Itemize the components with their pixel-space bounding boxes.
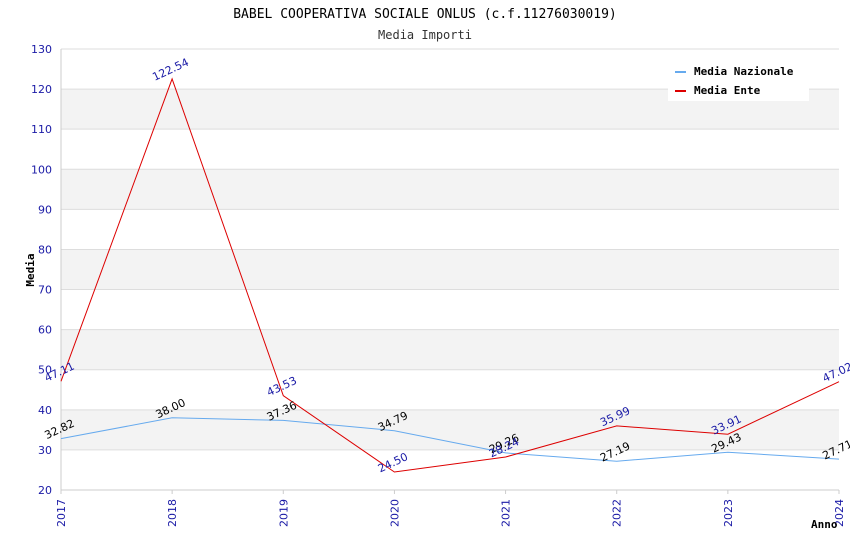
plot-band	[61, 329, 839, 370]
y-tick-label: 40	[38, 404, 52, 417]
x-axis-label: Anno	[811, 518, 838, 531]
x-tick-label: 2020	[388, 499, 401, 527]
y-tick-label: 120	[31, 83, 52, 96]
x-tick-label: 2018	[166, 499, 179, 527]
x-tick-label: 2021	[500, 499, 513, 527]
x-tick-label: 2023	[722, 499, 735, 527]
plot-band	[61, 169, 839, 210]
legend-label: Media Ente	[694, 84, 761, 97]
series-line-media-nazionale	[60, 417, 840, 462]
x-tick-label: 2017	[55, 499, 68, 527]
series-line-media-ente	[60, 77, 840, 473]
x-tick-label: 2022	[611, 499, 624, 527]
plot-band	[61, 129, 839, 170]
plot-band	[61, 369, 839, 410]
axes	[60, 49, 839, 491]
plot-band	[61, 409, 839, 450]
chart-title: BABEL COOPERATIVA SOCIALE ONLUS (c.f.112…	[233, 7, 617, 22]
chart-subtitle: Media Importi	[378, 28, 472, 42]
y-tick-label: 60	[38, 324, 52, 337]
plot-band	[61, 209, 839, 250]
legend-label: Media Nazionale	[694, 65, 794, 78]
x-axis-ticks: 2017 2018 2019 2020 2021 2022 2023 2024	[55, 490, 846, 527]
x-tick-label: 2019	[277, 499, 290, 527]
y-tick-label: 20	[38, 484, 52, 497]
plot-band	[61, 449, 839, 490]
plot-background	[61, 49, 839, 490]
plot-band	[61, 289, 839, 330]
legend: Media Nazionale Media Ente	[668, 60, 809, 101]
x-tick-label: 2024	[833, 499, 846, 527]
y-tick-label: 30	[38, 444, 52, 457]
y-tick-label: 130	[31, 43, 52, 56]
y-tick-label: 90	[38, 203, 52, 216]
y-axis-label: Media	[24, 253, 37, 286]
legend-box	[668, 60, 809, 101]
y-tick-label: 70	[38, 284, 52, 297]
plot-band	[61, 249, 839, 290]
y-tick-label: 110	[31, 123, 52, 136]
y-axis-ticks: 20 30 40 50 60 70 80 90 100 110 120 130	[31, 43, 52, 497]
y-tick-label: 50	[38, 364, 52, 377]
y-tick-label: 100	[31, 163, 52, 176]
y-tick-label: 80	[38, 243, 52, 256]
series-lines	[60, 77, 840, 473]
